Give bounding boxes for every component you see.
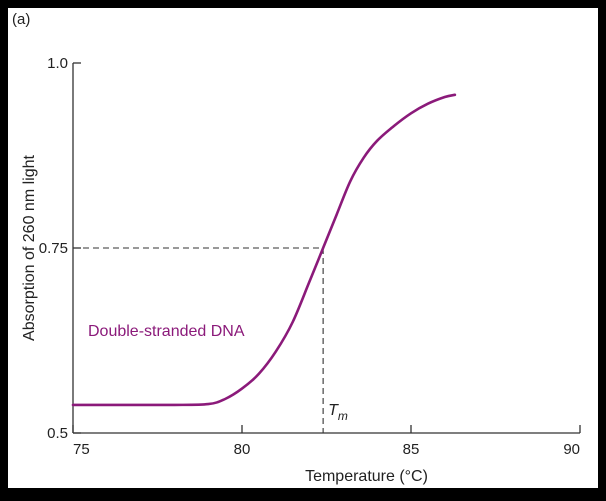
- series-line-0: [71, 93, 457, 407]
- tm-guides: [73, 247, 324, 433]
- y-tick-label: 1.0: [47, 55, 68, 72]
- tm-subscript: m: [338, 409, 348, 423]
- x-tick-label: 80: [234, 441, 251, 458]
- y-tick-label: 0.5: [47, 425, 68, 442]
- series-layer: [71, 93, 457, 407]
- x-tick-label: 90: [563, 441, 580, 458]
- y-axis-title: Absorption of 260 nm light: [21, 155, 38, 341]
- series-label: Double-stranded DNA: [88, 323, 245, 340]
- x-axis-title: Temperature (°C): [305, 468, 428, 485]
- y-tick-label: 0.75: [39, 240, 68, 257]
- x-tick-label: 75: [73, 441, 90, 458]
- x-tick-label: 85: [403, 441, 420, 458]
- axes: 0.5 0.75 1.0 75 80 85 90 Temperature (°C) Absorp…: [21, 55, 581, 485]
- panel-label: (a): [12, 11, 30, 28]
